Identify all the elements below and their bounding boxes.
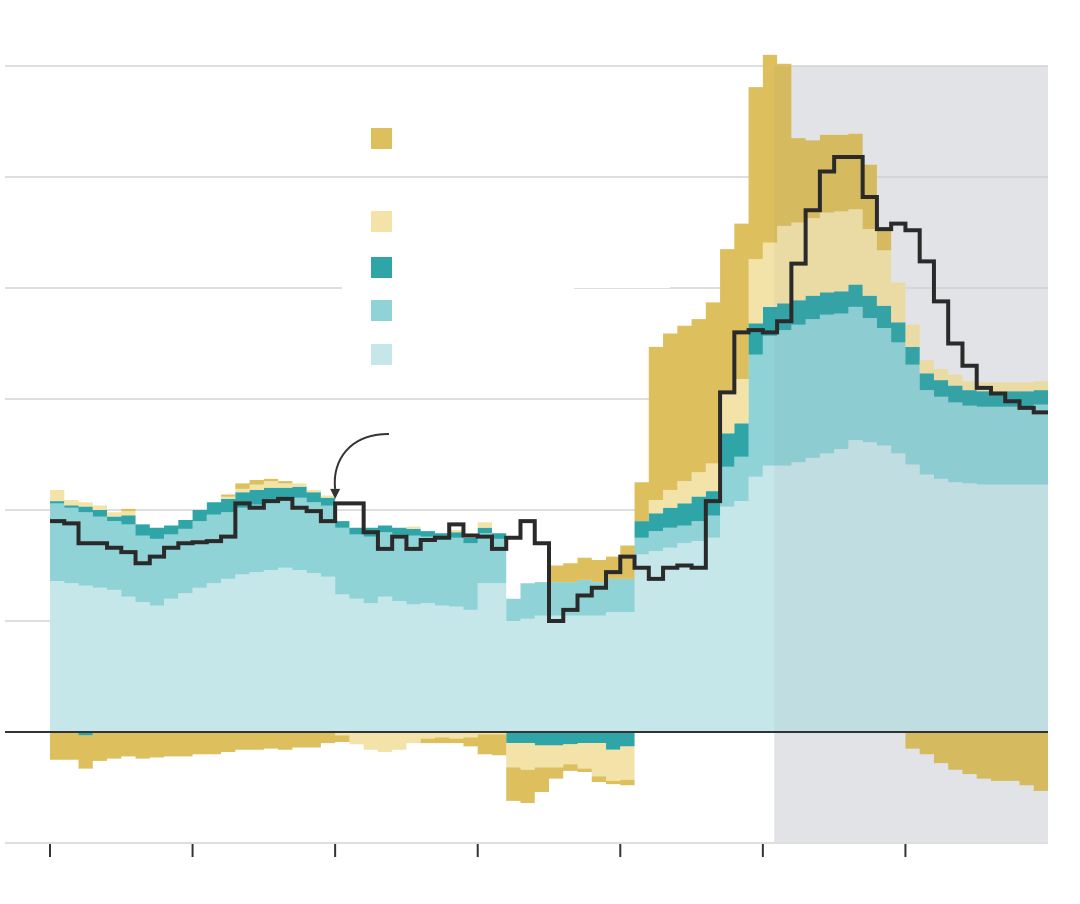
legend — [342, 128, 670, 378]
annotation — [330, 433, 390, 499]
x-axis-ticks — [5, 842, 1048, 857]
legend-swatch-s4 — [371, 211, 392, 232]
area-series-s2 — [50, 306, 1048, 621]
legend-swatch-s3 — [371, 257, 392, 278]
annotation-arrow — [333, 433, 390, 490]
total-line — [50, 155, 1048, 623]
area-series-s1 — [50, 440, 1048, 732]
legend-swatch-s5 — [371, 128, 392, 149]
stacked-areas — [50, 54, 1048, 843]
legend-background — [342, 178, 670, 288]
legend-swatch-s2 — [371, 300, 392, 321]
area-series-s4n — [50, 732, 1048, 781]
area-series-s5n — [50, 732, 1048, 804]
shaded-region-overlay — [774, 66, 1048, 843]
legend-swatch-s1 — [371, 344, 392, 365]
area-series-s3n — [50, 732, 1048, 750]
annotation-arrowhead — [330, 488, 341, 499]
area-series-s5 — [50, 54, 1048, 599]
total-step-line — [50, 155, 1048, 623]
